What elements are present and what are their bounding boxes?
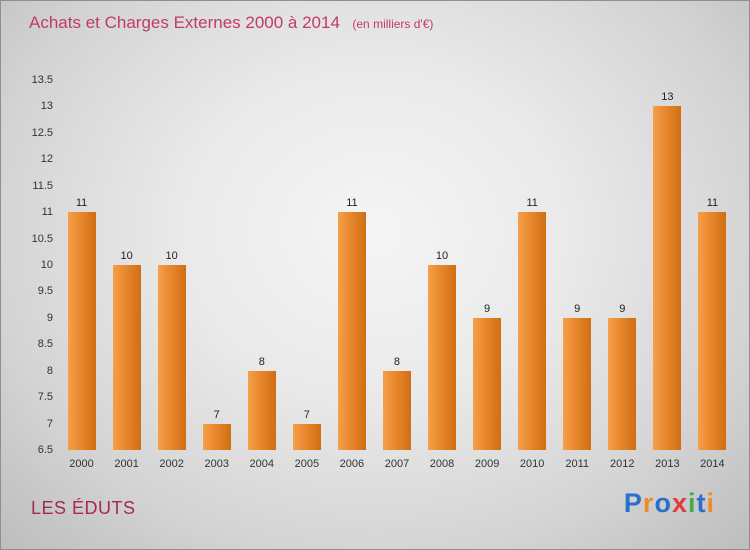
bar-group: 7 2003: [194, 408, 239, 472]
bar-value-label: 9: [574, 302, 581, 315]
x-tick-label: 2006: [339, 458, 365, 470]
bar-value-label: 7: [303, 408, 310, 421]
bar: [247, 370, 276, 450]
bar-value-label: 8: [258, 355, 265, 368]
x-tick-label: 2011: [565, 458, 590, 470]
y-tick-label: 10.5: [31, 232, 53, 245]
bar-group: 13 2013: [645, 90, 690, 472]
bar-value-label: 11: [75, 197, 88, 210]
bar: [202, 423, 231, 450]
chart-header: Achats et Charges Externes 2000 à 2014 (…: [1, 1, 749, 33]
logo-letter: P: [623, 488, 643, 518]
bar-value-label: 10: [120, 250, 133, 262]
logo-letter: x: [671, 488, 688, 518]
company-name: LES ÉDUTS: [31, 498, 136, 518]
bar: [292, 423, 321, 450]
bar: [608, 317, 637, 450]
bar-value-label: 13: [661, 91, 674, 104]
bar-value-label: 9: [619, 302, 626, 315]
y-tick-label: 13.5: [31, 74, 53, 86]
y-tick-label: 9: [46, 311, 53, 324]
x-tick-label: 2005: [294, 458, 320, 470]
bar: [337, 212, 366, 450]
bar-value-label: 10: [165, 250, 178, 262]
bar-group: 7 2005: [284, 408, 329, 472]
logo-letter: i: [706, 488, 715, 518]
bar-group: 9 2012: [600, 302, 645, 472]
bar-group: 10 2002: [149, 249, 194, 472]
bar-value-label: 9: [484, 302, 491, 315]
bar: [112, 265, 141, 450]
y-tick-label: 9.5: [37, 285, 53, 298]
bar: [428, 265, 457, 450]
x-tick-label: 2000: [69, 458, 94, 470]
y-tick-label: 7.5: [37, 391, 53, 404]
y-tick-label: 10: [40, 259, 53, 271]
logo-letter: t: [696, 488, 707, 518]
bar-group: 9 2009: [465, 302, 510, 472]
bar: [698, 212, 727, 450]
bar-value-label: 8: [393, 355, 401, 368]
bar-group: 11 2010: [510, 196, 555, 472]
logo-letter: o: [654, 488, 672, 518]
x-tick-label: 2004: [249, 458, 275, 470]
bar-group: 9 2011: [555, 302, 600, 472]
x-tick-label: 2003: [204, 458, 229, 470]
bar: [382, 370, 411, 450]
bar-group: 11 2006: [329, 196, 374, 472]
chart-area: 6.5 7 7.5 8 8.5 9 9.5 10 10.5 11 11.5 12 12.5 13 13.5 …: [9, 51, 735, 472]
y-tick-label: 8: [46, 364, 53, 377]
x-tick-label: 2012: [610, 458, 635, 470]
y-tick-label: 12: [40, 153, 53, 166]
x-tick-label: 2008: [429, 458, 455, 470]
logo-letter: r: [642, 488, 655, 518]
x-tick-label: 2007: [384, 458, 410, 470]
plot-area: 11 2000 10 2001 10 2002 7 2003 8 2004 7 2005 11 2006 8…: [59, 51, 735, 472]
y-tick-label: 8.5: [37, 338, 53, 351]
y-tick-label: 6.5: [37, 444, 53, 456]
bar-group: 8 2004: [239, 355, 284, 472]
y-tick-label: 12.5: [31, 126, 53, 139]
x-tick-label: 2002: [159, 458, 184, 470]
footer: LES ÉDUTS Proxiti: [1, 472, 749, 519]
bar-value-label: 11: [526, 197, 538, 210]
bar-group: 8 2007: [374, 355, 419, 472]
x-tick-label: 2013: [655, 458, 680, 470]
bar-group: 10 2008: [420, 249, 465, 472]
bar: [653, 106, 682, 450]
y-tick-label: 11: [41, 206, 53, 219]
y-tick-label: 7: [46, 417, 53, 430]
bar-group: 11 2000: [59, 196, 104, 472]
bar-group: 10 2001: [104, 249, 149, 472]
bar-value-label: 10: [435, 250, 449, 262]
x-tick-label: 2001: [114, 458, 139, 470]
bar-value-label: 7: [213, 408, 220, 421]
proxiti-logo: Proxiti: [624, 488, 715, 519]
x-tick-label: 2009: [474, 458, 500, 470]
bar: [157, 265, 186, 450]
chart-title: Achats et Charges Externes 2000 à 2014: [29, 13, 340, 32]
chart-subtitle: (en milliers d'€): [352, 17, 434, 31]
x-tick-label: 2010: [519, 458, 545, 470]
logo-letter: i: [687, 488, 697, 518]
y-tick-label: 13: [40, 100, 53, 113]
bar-value-label: 11: [346, 197, 358, 210]
y-tick-label: 11.5: [32, 179, 53, 192]
bar: [518, 212, 547, 450]
bar-value-label: 11: [706, 197, 719, 210]
bar-group: 11 2014: [690, 196, 735, 472]
bar: [563, 317, 592, 450]
bar: [67, 212, 96, 450]
x-tick-label: 2014: [700, 458, 725, 470]
bar: [473, 317, 502, 450]
